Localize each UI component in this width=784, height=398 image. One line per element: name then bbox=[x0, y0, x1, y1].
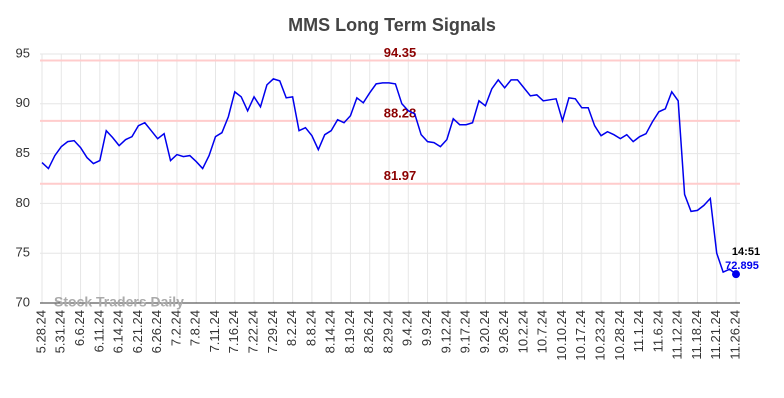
x-tick-label: 10.7.24 bbox=[535, 310, 550, 353]
y-tick-label: 85 bbox=[16, 145, 30, 160]
x-tick-label: 7.22.24 bbox=[245, 310, 260, 353]
x-tick-label: 5.28.24 bbox=[33, 310, 48, 353]
x-tick-label: 10.2.24 bbox=[515, 310, 530, 353]
x-tick-label: 8.14.24 bbox=[323, 310, 338, 353]
y-tick-label: 80 bbox=[16, 195, 30, 210]
y-tick-label: 90 bbox=[16, 95, 30, 110]
x-tick-label: 8.26.24 bbox=[361, 310, 376, 353]
y-tick-label: 75 bbox=[16, 245, 30, 260]
x-tick-label: 6.11.24 bbox=[91, 310, 106, 352]
x-tick-label: 7.29.24 bbox=[265, 310, 280, 353]
x-tick-label: 7.8.24 bbox=[188, 310, 203, 346]
signal-label: 94.35 bbox=[384, 45, 417, 60]
x-tick-label: 6.26.24 bbox=[149, 310, 164, 353]
x-tick-label: 10.10.24 bbox=[554, 310, 569, 361]
x-tick-label: 11.1.24 bbox=[631, 310, 646, 352]
x-tick-label: 9.20.24 bbox=[477, 310, 492, 353]
x-tick-label: 7.16.24 bbox=[226, 310, 241, 353]
x-tick-label: 5.31.24 bbox=[53, 310, 68, 353]
y-tick-label: 70 bbox=[16, 294, 30, 309]
x-tick-label: 8.2.24 bbox=[284, 310, 299, 346]
y-tick-label: 95 bbox=[16, 45, 30, 60]
x-tick-label: 8.19.24 bbox=[342, 310, 357, 353]
x-tick-label: 11.21.24 bbox=[708, 310, 723, 360]
price-line bbox=[41, 78, 737, 275]
x-tick-label: 6.21.24 bbox=[130, 310, 145, 353]
watermark: Stock Traders Daily bbox=[54, 294, 184, 310]
x-tick-label: 8.29.24 bbox=[380, 310, 395, 353]
x-tick-label: 9.9.24 bbox=[419, 310, 434, 346]
signal-label: 81.97 bbox=[384, 168, 417, 183]
x-tick-label: 7.2.24 bbox=[168, 310, 183, 346]
x-tick-label: 9.12.24 bbox=[438, 310, 453, 353]
chart-title: MMS Long Term Signals bbox=[288, 15, 496, 35]
x-tick-label: 6.14.24 bbox=[111, 310, 126, 353]
x-tick-label: 9.26.24 bbox=[496, 310, 511, 353]
x-tick-label: 11.18.24 bbox=[689, 310, 704, 360]
x-tick-label: 11.26.24 bbox=[727, 310, 742, 360]
x-tick-label: 10.17.24 bbox=[573, 310, 588, 361]
last-point bbox=[732, 270, 740, 279]
time-label: 14:51 bbox=[732, 246, 760, 258]
x-tick-label: 8.8.24 bbox=[303, 310, 318, 346]
signal-label: 88.28 bbox=[384, 105, 417, 120]
x-tick-label: 6.6.24 bbox=[72, 310, 87, 346]
last-value-label: 72.895 bbox=[725, 260, 759, 272]
x-tick-label: 7.11.24 bbox=[207, 310, 222, 352]
x-tick-label: 11.6.24 bbox=[650, 310, 665, 352]
x-tick-label: 9.4.24 bbox=[400, 310, 415, 346]
x-tick-label: 10.28.24 bbox=[612, 310, 627, 361]
x-tick-label: 10.23.24 bbox=[592, 310, 607, 361]
x-tick-label: 11.12.24 bbox=[670, 310, 685, 360]
x-tick-label: 9.17.24 bbox=[458, 310, 473, 353]
